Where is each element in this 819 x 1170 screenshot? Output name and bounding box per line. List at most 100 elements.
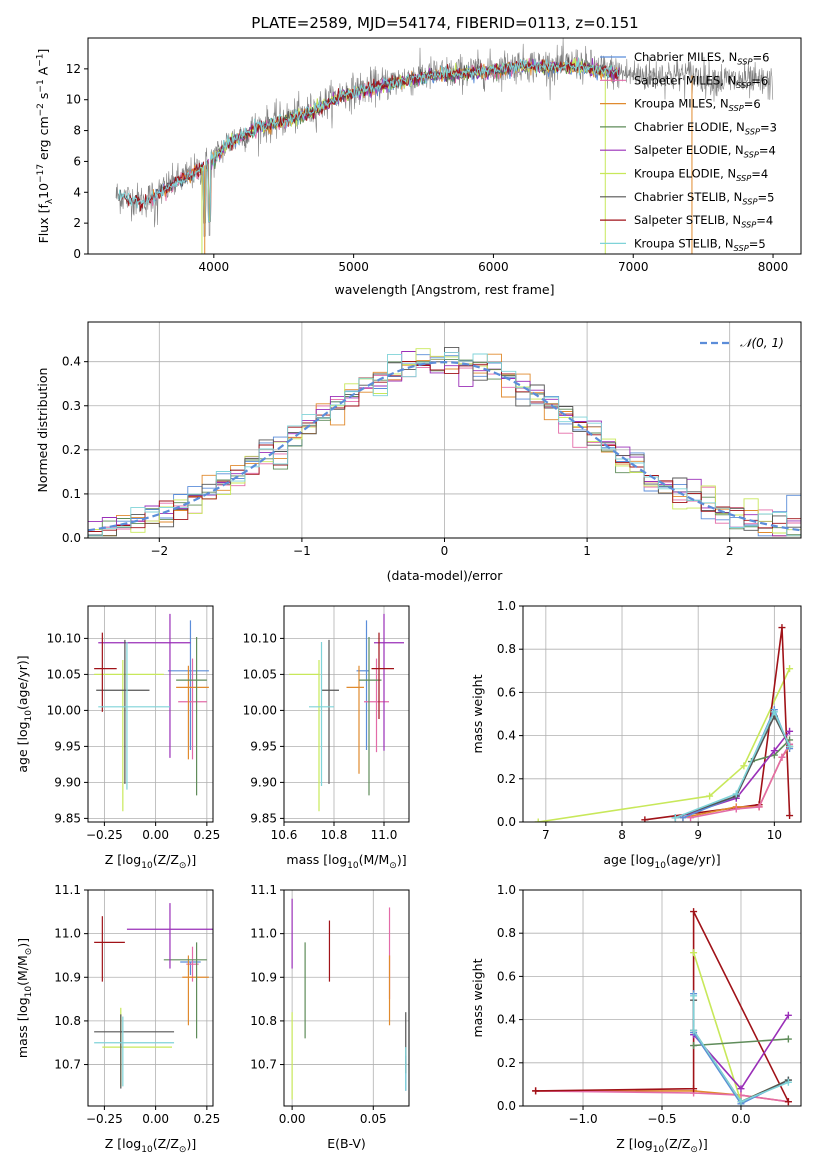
x-tick-label: 2 — [726, 544, 734, 558]
x-tick-label: 9 — [694, 828, 702, 842]
series-marker-kroupa_elodie — [706, 792, 714, 800]
weight_vs_Z-xlabel-part: Z [log — [616, 1136, 652, 1151]
spectrum-ylabel: Flux [fλ10−17 erg cm−2 s−1 A−1] — [35, 49, 54, 244]
x-tick-label: −2 — [150, 544, 168, 558]
mass_vs_Z-xlabel-part: ⊙ — [179, 1145, 187, 1155]
series-marker-kroupa_elodie — [740, 762, 748, 770]
weight_vs_age-xlabel: age [log10(age/yr)] — [603, 852, 720, 871]
y-tick-label: 4 — [73, 185, 81, 199]
weight_vs_age-xlabel-part: (age/yr)] — [666, 852, 721, 867]
legend-label-salpeter_stelib-part: =4 — [756, 214, 773, 228]
series-marker-salpeter_stelib — [784, 1098, 792, 1106]
age_vs_Z-xlabel-part: )] — [186, 852, 196, 867]
spectrum-ylabel-part: 10 — [36, 183, 51, 199]
y-tick-label: 10 — [66, 93, 81, 107]
x-tick-label: 10 — [767, 828, 782, 842]
age_vs_mass-xlabel-part: ⊙ — [389, 861, 397, 871]
series-marker-salpeter_stelib — [641, 816, 649, 822]
spectrum-ylabel-part: −1 — [36, 79, 46, 92]
legend-label-salpeter_elodie-part: Salpeter ELODIE, N — [634, 143, 744, 157]
weight_vs_age-xlabel-part: age [log — [603, 852, 654, 867]
y-tick-label: 10.7 — [250, 1058, 277, 1072]
series-marker-salpeter_elodie — [784, 1011, 792, 1019]
axes-frame — [522, 605, 802, 823]
y-tick-label: 9.85 — [54, 811, 81, 825]
legend-label-salpeter_miles: Salpeter MILES, NSSP=6 — [634, 73, 768, 89]
y-tick-label: 12 — [66, 62, 81, 76]
age_vs_mass-xlabel-part: mass [log — [286, 852, 347, 867]
series-marker-salpeter_miles — [732, 805, 740, 813]
age_vs_Z-xlabel-part: (Z/Z — [153, 852, 179, 867]
x-tick-label: 0.05 — [360, 1112, 387, 1126]
residual-xlabel: (data-model)/error — [387, 568, 504, 583]
legend-label-salpeter_stelib-part: Salpeter STELIB, N — [634, 213, 741, 227]
plot-area — [291, 898, 407, 1100]
plot-area — [115, 38, 774, 254]
axes-frame — [87, 321, 802, 539]
y-tick-label: 6 — [73, 154, 81, 168]
legend-label-chabrier_miles-part: Chabrier MILES, N — [634, 50, 737, 64]
series-marker-kroupa_stelib — [737, 1098, 745, 1106]
mass_vs_Z-ylabel-part: mass [log — [15, 997, 30, 1058]
x-tick-label: 0.25 — [193, 1112, 220, 1126]
mass_vs_Z-ylabel: mass [log10(M/M⊙)] — [15, 938, 34, 1058]
legend-label-salpeter_elodie-part: SSP — [744, 150, 759, 160]
x-tick-label: 0.00 — [142, 1112, 169, 1126]
legend-label-kroupa_miles: Kroupa MILES, NSSP=6 — [634, 97, 761, 113]
series-marker-salpeter_stelib — [532, 1087, 540, 1095]
series-line-kroupa_stelib — [692, 995, 789, 1103]
series-marker-salpeter_stelib — [778, 624, 786, 632]
legend-label-salpeter_stelib: Salpeter STELIB, NSSP=4 — [634, 213, 773, 229]
series-marker-kroupa_elodie — [534, 818, 542, 822]
series-marker-salpeter_elodie — [770, 747, 778, 755]
y-tick-label: 0.0 — [497, 1099, 516, 1113]
histogram-salpeter_stelib — [88, 361, 801, 532]
spectrum-ylabel-part: −2 — [36, 103, 46, 116]
y-tick-label: 10.8 — [250, 1014, 277, 1028]
legend-label-kroupa_stelib-part: SSP — [734, 243, 749, 253]
mass_vs_Z-ylabel-part: )] — [15, 938, 30, 948]
x-tick-label: 4000 — [199, 260, 230, 274]
x-tick-label: 0 — [441, 544, 449, 558]
x-tick-label: 8000 — [758, 260, 789, 274]
series-marker-salpeter_miles — [755, 803, 763, 811]
spectrum-ylabel-part: erg cm — [36, 116, 51, 164]
x-tick-label: −1.0 — [568, 1112, 597, 1126]
legend-label-kroupa_stelib-part: Kroupa STELIB, N — [634, 236, 734, 250]
y-tick-label: 10.05 — [47, 667, 81, 681]
axes-frame — [283, 605, 410, 823]
y-tick-label: 9.90 — [54, 775, 81, 789]
y-tick-label: 9.95 — [250, 739, 277, 753]
mass_vs_ebv-xlabel: E(B-V) — [327, 1136, 366, 1151]
age_vs_mass-xlabel-part: )] — [397, 852, 407, 867]
y-tick-label: 0.0 — [497, 815, 516, 829]
series-marker-kroupa_stelib — [690, 992, 698, 1000]
legend-label-salpeter_miles-part: =6 — [751, 74, 768, 88]
plot-area — [94, 613, 209, 812]
weight_vs_Z-xlabel: Z [log10(Z/Z⊙)] — [616, 1136, 707, 1155]
x-tick-label: 1 — [583, 544, 591, 558]
series-marker-kroupa_stelib — [671, 814, 679, 822]
legend-label-kroupa_miles-part: =6 — [744, 97, 761, 111]
data-spectrum — [115, 38, 774, 237]
y-tick-label: 11.0 — [54, 927, 81, 941]
legend-label-chabrier_elodie-part: Chabrier ELODIE, N — [634, 120, 745, 134]
x-tick-label: −0.5 — [647, 1112, 676, 1126]
series-marker-salpeter_elodie — [737, 1085, 745, 1093]
y-tick-label: 11.1 — [54, 883, 81, 897]
series-line-kroupa_elodie — [538, 668, 791, 822]
x-tick-label: 10.6 — [271, 828, 298, 842]
series-marker-kroupa_stelib — [786, 742, 794, 750]
y-tick-label: 9.95 — [54, 739, 81, 753]
legend-label-salpeter_miles-part: SSP — [736, 80, 751, 90]
legend-label-salpeter_elodie-part: =4 — [759, 144, 776, 158]
series-marker-salpeter_stelib — [786, 812, 794, 820]
y-tick-label: 0.6 — [497, 969, 516, 983]
mass_vs_ebv-panel: 0.00 0.05 10.7 10.8 10.9 11.0 11.1 E(B-V) — [250, 883, 410, 1151]
legend-label-chabrier_miles-part: SSP — [737, 56, 752, 66]
weight_vs_age-ylabel: mass weight — [470, 674, 485, 753]
age_vs_Z-panel: −0.25 0.00 0.25 9.85 9.90 9.95 10.00 10.05 10.10… — [15, 605, 220, 871]
x-tick-label: 8 — [618, 828, 626, 842]
legend-label-salpeter_elodie: Salpeter ELODIE, NSSP=4 — [634, 143, 776, 159]
